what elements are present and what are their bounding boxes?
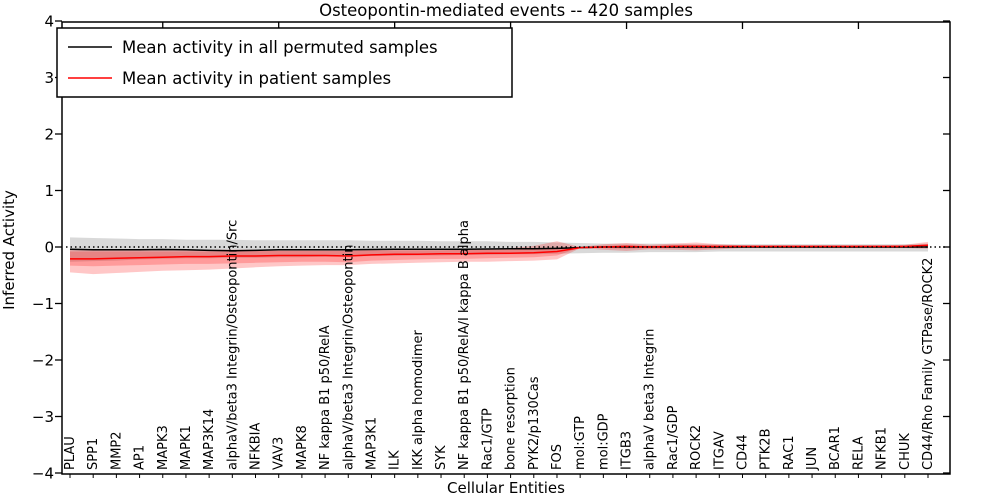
entity-tick-label: FOS bbox=[550, 444, 565, 470]
y-tick-label: 1 bbox=[44, 182, 54, 200]
entity-tick-label: CD44/Rho Family GTPase/ROCK2 bbox=[921, 258, 936, 470]
entity-tick-label: bone resorption bbox=[504, 367, 519, 470]
entity-tick-label: alphaV/beta3 Integrin/Osteopontin/Src bbox=[225, 220, 240, 470]
entity-tick-label: PTK2B bbox=[759, 429, 774, 471]
entity-tick-label: CD44 bbox=[735, 434, 750, 470]
entity-tick-label: SPP1 bbox=[86, 438, 101, 470]
entity-tick-label: MAPK1 bbox=[179, 425, 194, 470]
entity-tick-label: alphaV/beta3 Integrin/Osteopontin bbox=[341, 245, 356, 470]
y-tick-labels: 4 3 2 1 0 −1 −2 −3 −4 bbox=[32, 13, 54, 483]
legend-label-permuted: Mean activity in all permuted samples bbox=[122, 38, 438, 57]
mean-activity-in-patient-samples-line bbox=[70, 244, 929, 260]
entity-tick-label: VAV3 bbox=[272, 437, 287, 470]
entity-tick-label: MAPK8 bbox=[295, 425, 310, 470]
entity-tick-label: MAPK3 bbox=[156, 425, 171, 470]
entity-tick-label: ROCK2 bbox=[689, 425, 704, 470]
entity-tick-label: JUN bbox=[805, 447, 820, 471]
entity-tick-label: BCAR1 bbox=[828, 426, 843, 470]
entity-tick-label: AP1 bbox=[133, 445, 148, 470]
x-axis-label: Cellular Entities bbox=[447, 479, 565, 497]
entity-tick-label: ITGAV bbox=[712, 431, 727, 470]
entity-tick-label: Rac1/GTP bbox=[480, 408, 495, 470]
chart-title: Osteopontin-mediated events -- 420 sampl… bbox=[319, 1, 693, 20]
entity-tick-label: MAP3K14 bbox=[202, 409, 217, 470]
plot-border bbox=[61, 21, 951, 475]
legend: Mean activity in all permuted samples Me… bbox=[56, 27, 513, 98]
y-tick-label: −3 bbox=[32, 408, 54, 426]
data-lines bbox=[69, 244, 929, 260]
y-tick-label: −2 bbox=[32, 352, 54, 370]
entity-tick-label: PYK2/p130Cas bbox=[527, 376, 542, 470]
entity-tick-label: mol:GTP bbox=[573, 416, 588, 470]
entity-tick-label: NFKBIA bbox=[249, 423, 264, 470]
y-tick-label: −1 bbox=[32, 295, 54, 313]
y-tick-label: 2 bbox=[44, 126, 54, 144]
entity-tick-label: MAP3K1 bbox=[364, 417, 379, 470]
entity-tick-label: NF kappa B1 p50/RelA bbox=[318, 325, 333, 470]
entity-tick-label: MMP2 bbox=[109, 431, 124, 470]
entity-tick-label: mol:GDP bbox=[596, 413, 611, 470]
entity-tick-label: NFKB1 bbox=[875, 427, 890, 470]
entity-tick-label: ILK bbox=[388, 450, 403, 470]
entity-tick-label: alphaV beta3 Integrin bbox=[643, 329, 658, 470]
band-fills bbox=[70, 237, 928, 275]
patient-samples-range-inner-band bbox=[70, 244, 928, 267]
legend-label-patient: Mean activity in patient samples bbox=[122, 69, 391, 88]
legend-box bbox=[56, 27, 513, 98]
entity-tick-label: IKK alpha homodimer bbox=[411, 329, 426, 470]
entity-tick-label: Rac1/GDP bbox=[666, 405, 681, 470]
axis-ticks bbox=[55, 20, 950, 478]
y-tick-label: −4 bbox=[32, 465, 54, 483]
entity-tick-label: RAC1 bbox=[782, 435, 797, 470]
y-tick-label: 0 bbox=[44, 239, 54, 257]
entity-tick-label: ITGB3 bbox=[620, 431, 635, 470]
x-tick-labels: PLAU SPP1 MMP2 AP1 MAPK3 MAPK1 MAP3K14 alphaV/b… bbox=[63, 220, 936, 471]
patient-samples-range-outer-band bbox=[70, 241, 928, 275]
entity-tick-label: CHUK bbox=[898, 433, 913, 470]
entity-tick-label: NF kappa B1 p50/RelA/I kappa B alpha bbox=[457, 220, 472, 470]
entity-tick-label: PLAU bbox=[63, 436, 78, 470]
y-tick-label: 3 bbox=[44, 69, 54, 87]
entity-tick-label: SYK bbox=[434, 445, 449, 470]
entity-tick-label: RELA bbox=[851, 436, 866, 470]
y-tick-label: 4 bbox=[44, 13, 54, 31]
y-axis-label: Inferred Activity bbox=[0, 190, 18, 310]
